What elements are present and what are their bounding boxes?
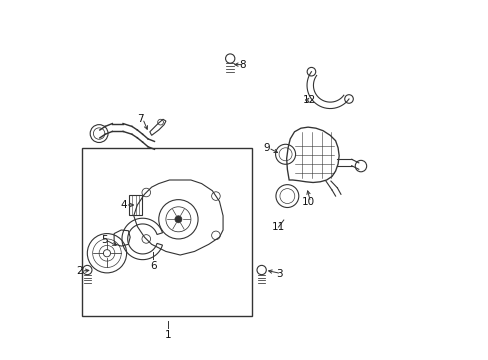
Text: 5: 5 <box>101 235 107 245</box>
Text: 1: 1 <box>164 330 171 341</box>
Bar <box>82 148 251 316</box>
Bar <box>128 195 142 215</box>
Text: 2: 2 <box>76 266 82 276</box>
Text: 8: 8 <box>239 60 245 69</box>
Text: 3: 3 <box>276 269 282 279</box>
Text: 7: 7 <box>137 113 144 123</box>
Text: 9: 9 <box>263 143 269 153</box>
Text: 10: 10 <box>302 197 315 207</box>
Text: 11: 11 <box>271 222 285 232</box>
Text: 12: 12 <box>302 95 316 105</box>
Text: 6: 6 <box>150 261 156 271</box>
Circle shape <box>175 216 182 223</box>
Text: 4: 4 <box>120 200 127 210</box>
